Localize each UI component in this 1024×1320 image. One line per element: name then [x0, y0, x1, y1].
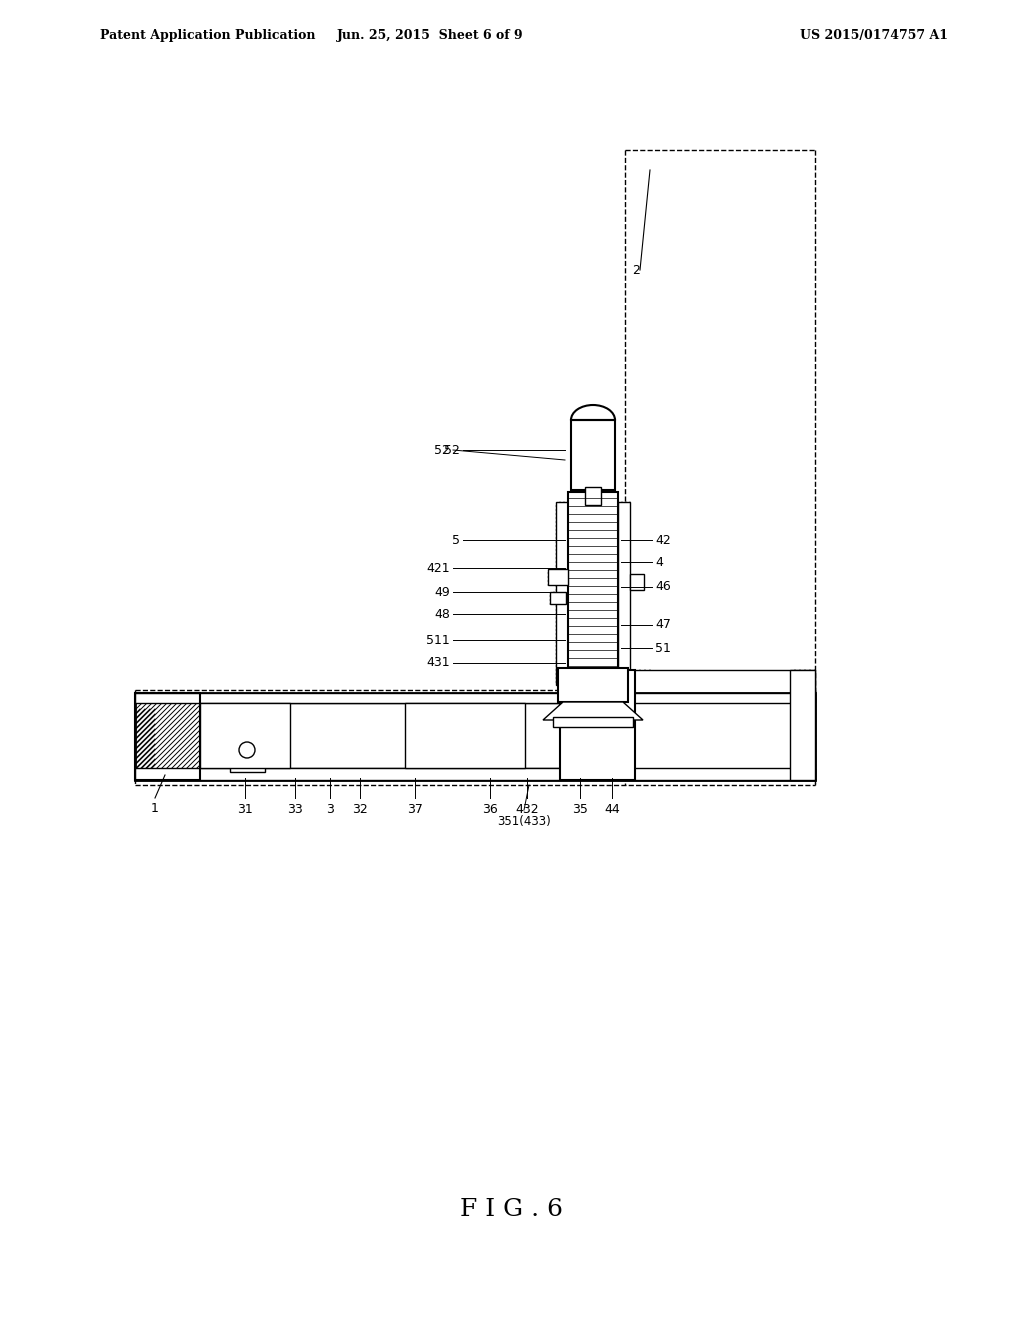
Text: 51: 51: [655, 642, 671, 655]
Text: 4: 4: [655, 556, 663, 569]
Bar: [230, 708, 265, 772]
Text: 351(433): 351(433): [497, 814, 551, 828]
Bar: [406, 704, 525, 768]
Text: 52: 52: [434, 444, 450, 457]
Text: 5: 5: [452, 533, 460, 546]
Bar: [135, 693, 200, 780]
Bar: [571, 420, 615, 490]
Text: US 2015/0174757 A1: US 2015/0174757 A1: [800, 29, 948, 41]
Text: 52: 52: [444, 444, 460, 457]
Text: Jun. 25, 2015  Sheet 6 of 9: Jun. 25, 2015 Sheet 6 of 9: [337, 29, 523, 41]
Bar: [618, 502, 630, 696]
Polygon shape: [543, 702, 643, 719]
Text: 31: 31: [238, 803, 253, 816]
Text: 3: 3: [326, 803, 334, 816]
Bar: [556, 502, 568, 685]
Bar: [135, 768, 815, 780]
Bar: [548, 569, 568, 585]
Text: 37: 37: [408, 803, 423, 816]
Text: 47: 47: [655, 619, 671, 631]
Bar: [550, 591, 566, 605]
Bar: [135, 693, 815, 704]
Bar: [290, 704, 500, 768]
Bar: [560, 671, 635, 780]
Text: 432: 432: [515, 803, 539, 816]
Text: 511: 511: [426, 634, 450, 647]
Bar: [553, 717, 633, 727]
Text: 44: 44: [604, 803, 620, 816]
Circle shape: [239, 742, 255, 758]
Text: 32: 32: [352, 803, 368, 816]
Text: 46: 46: [655, 581, 671, 594]
Text: 2: 2: [632, 264, 640, 276]
Text: 36: 36: [482, 803, 498, 816]
Bar: [135, 693, 815, 780]
Bar: [790, 671, 815, 780]
Bar: [568, 492, 618, 696]
Text: 42: 42: [655, 533, 671, 546]
Bar: [200, 704, 565, 768]
Bar: [558, 668, 628, 702]
Text: 431: 431: [426, 656, 450, 669]
Text: 421: 421: [426, 561, 450, 574]
Text: 33: 33: [287, 803, 303, 816]
Text: Patent Application Publication: Patent Application Publication: [100, 29, 315, 41]
Text: F I G . 6: F I G . 6: [461, 1199, 563, 1221]
Bar: [620, 671, 815, 780]
Bar: [630, 574, 644, 590]
Text: 1: 1: [152, 803, 159, 814]
Bar: [585, 487, 601, 506]
Text: 35: 35: [572, 803, 588, 816]
Text: 49: 49: [434, 586, 450, 598]
Bar: [200, 704, 290, 768]
Text: 48: 48: [434, 607, 450, 620]
